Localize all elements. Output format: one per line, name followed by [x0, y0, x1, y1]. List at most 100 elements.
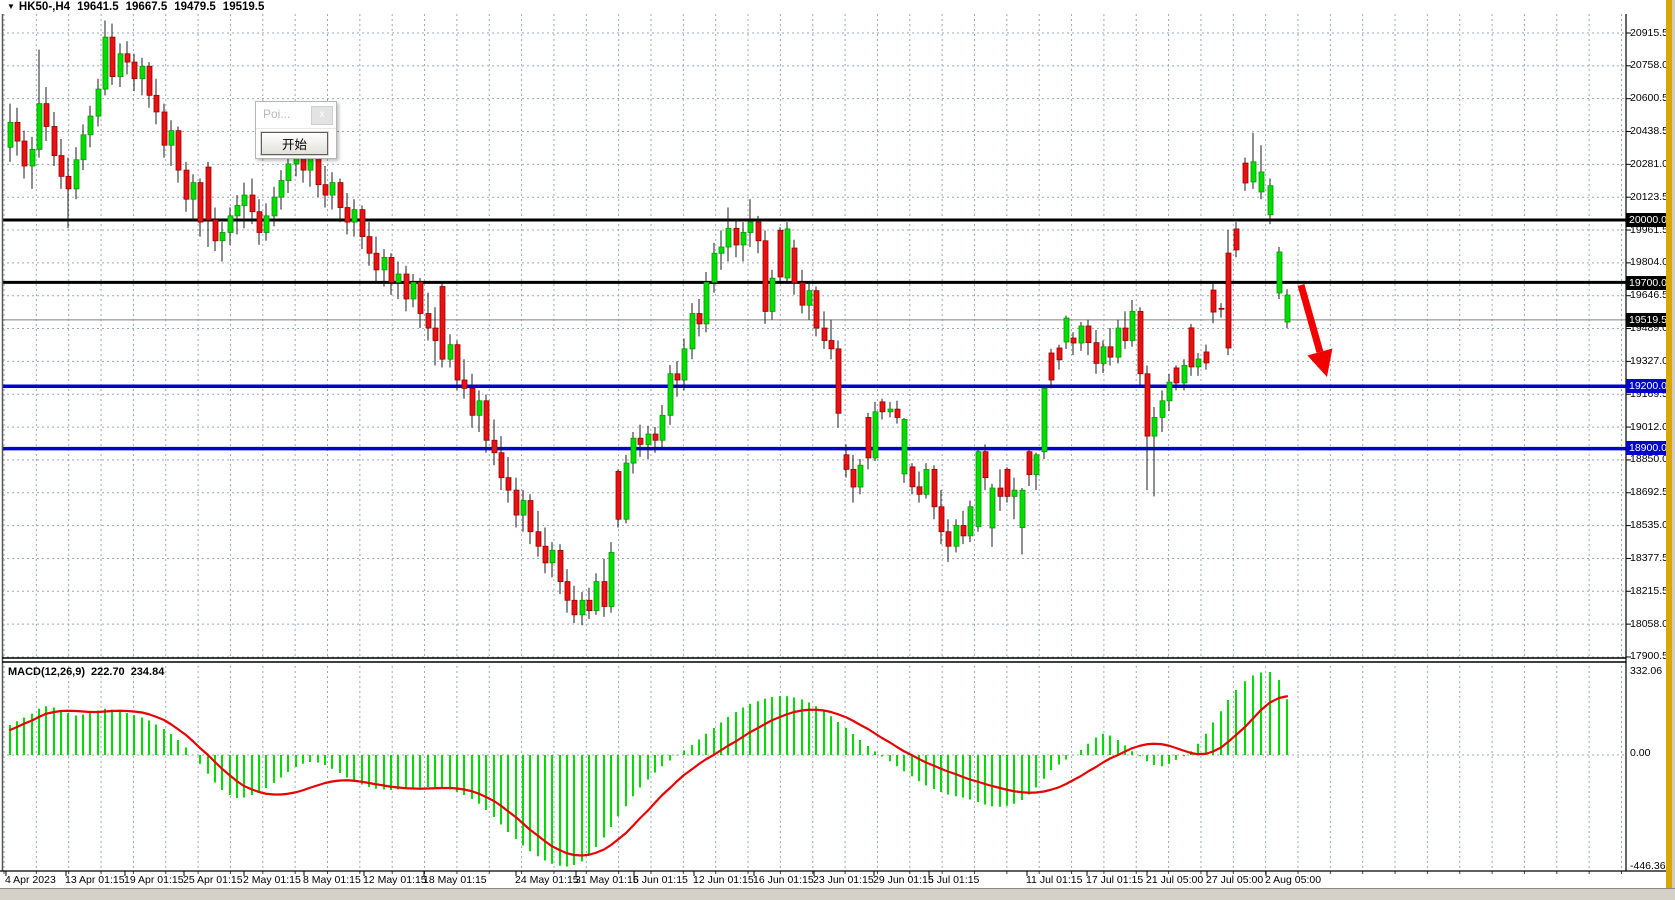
candle-bull [623, 462, 630, 520]
candle-bear [161, 111, 168, 146]
candle-bear [417, 281, 424, 314]
candle-bear [58, 155, 65, 177]
macd-scale-label: 0.00 [1630, 746, 1651, 759]
candle-bear [791, 247, 798, 284]
candle-bear [960, 525, 967, 537]
candle-bear [21, 140, 28, 167]
dialog-start-button[interactable]: 开始 [261, 132, 328, 155]
price-axis-label: 18377.5 [1630, 551, 1668, 564]
candle-bull [1011, 489, 1018, 497]
candle-bull [608, 552, 615, 607]
candle-bear [938, 506, 945, 533]
dialog-title-bar[interactable]: Poi... x [256, 102, 336, 129]
candle-bear [1070, 337, 1077, 344]
candle-bear [931, 468, 938, 508]
candle-bear [1203, 351, 1210, 364]
candle-bull [645, 433, 652, 445]
status-bar [0, 888, 1675, 900]
candle-bear [1225, 252, 1232, 349]
macd-signal-line [8, 695, 1289, 857]
candle-bear [828, 340, 835, 350]
candle-bull [711, 252, 718, 283]
macd-panel-area[interactable] [2, 666, 1626, 871]
candle-bear [615, 471, 622, 520]
time-axis-label: 11 Jul 01:15 [1026, 874, 1083, 886]
candle-bull [73, 159, 80, 190]
candle-bear [1026, 451, 1033, 475]
candle-bear [1085, 325, 1092, 344]
candle-bull [747, 221, 754, 233]
candle-bear [388, 257, 395, 283]
chart-title: ▼ HK50-,H4 19641.5 19667.5 19479.5 19519.5 [7, 1, 264, 13]
candle-bull [1078, 325, 1085, 344]
time-axis-label: 6 Jun 01:15 [633, 874, 688, 886]
candle-bull [725, 227, 732, 248]
price-axis-label: 17900.5 [1630, 650, 1668, 663]
candle-bull [901, 419, 908, 475]
price-axis-label: 18215.5 [1630, 584, 1668, 597]
price-axis-label: 19646.5 [1630, 289, 1668, 302]
candle-bear [1004, 468, 1011, 497]
candle-bear [527, 500, 534, 533]
current-price-badge: 19519.5 [1626, 313, 1673, 327]
time-axis-label: 21 Jul 05:00 [1146, 874, 1204, 886]
time-axis-label: 27 Jul 05:00 [1206, 874, 1264, 886]
trend-arrow-head [1307, 348, 1333, 377]
macd-indicator-label: MACD(12,26,9) 222.70 234.84 [8, 666, 164, 678]
candle-bear [894, 408, 901, 418]
candle-bear [637, 437, 644, 445]
candle-bull [579, 599, 586, 616]
candle-bear [43, 103, 50, 127]
main-chart-area[interactable] [2, 14, 1626, 658]
candle-bull [923, 468, 930, 495]
candle-bull [1166, 381, 1173, 402]
candle-bear [1122, 327, 1129, 341]
candle-bull [285, 163, 292, 181]
time-axis-label: 2 May 01:15 [243, 874, 301, 886]
time-axis-label: 4 Apr 2023 [5, 874, 56, 886]
candle-bear [65, 175, 72, 190]
time-axis-label: 29 Jun 01:15 [873, 874, 934, 886]
candle-bull [593, 581, 600, 612]
candle-bear [153, 94, 160, 113]
candle-bear [1210, 289, 1217, 313]
macd-scale-label: 332.06 [1630, 664, 1663, 677]
time-axis-label: 2 Aug 05:00 [1265, 874, 1322, 886]
candle-bear [212, 219, 219, 242]
candle-bull [549, 550, 556, 564]
candle-bull [667, 373, 674, 416]
candle-bull [1159, 400, 1166, 418]
price-axis-label: 19012.0 [1630, 420, 1668, 433]
candle-bull [227, 215, 234, 233]
candle-bear [131, 61, 138, 80]
candle-bull [1284, 294, 1291, 323]
bar-open-value: 19641.5 [77, 1, 119, 13]
candle-bear [146, 65, 153, 96]
price-axis-label: 20281.0 [1630, 157, 1668, 170]
candle-bear [1173, 367, 1180, 384]
dialog-close-icon[interactable]: x [311, 106, 333, 125]
level-price-badge: 20000.0 [1626, 213, 1673, 227]
candle-bull [278, 180, 285, 198]
candle-bull [1151, 417, 1158, 437]
candle-bull [1063, 317, 1070, 343]
candle-bear [755, 221, 762, 242]
candle-bear [498, 452, 505, 479]
candle-bull [1033, 454, 1040, 475]
symbol-dropdown-icon[interactable]: ▼ [7, 2, 15, 11]
price-axis-label: 18692.5 [1630, 486, 1668, 499]
candle-bear [1093, 342, 1100, 364]
candle-bear [366, 236, 373, 254]
candle-bear [432, 327, 439, 341]
candle-bear [344, 207, 351, 223]
candle-bull [351, 209, 358, 223]
panel-splitter-handle[interactable] [2, 658, 1626, 663]
price-axis-label: 20915.5 [1630, 26, 1668, 39]
candle-bear [1233, 228, 1240, 251]
candle-bull [271, 196, 278, 217]
candle-bull [219, 232, 226, 242]
candle-bear [359, 209, 366, 238]
candle-bull [234, 205, 241, 217]
candle-bull [241, 194, 248, 206]
candle-bull [1276, 251, 1283, 294]
